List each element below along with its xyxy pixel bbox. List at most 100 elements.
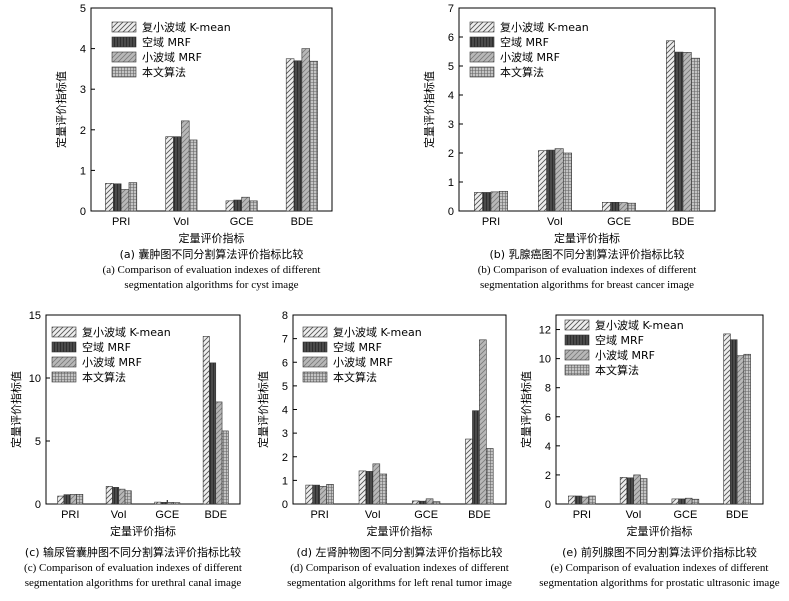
- bar-series-0: [165, 136, 174, 212]
- bar-series-2: [554, 148, 564, 212]
- legend-label: 复小波域 K-mean: [500, 20, 589, 34]
- bar-series-0: [411, 500, 420, 505]
- legend-swatch: [469, 21, 495, 33]
- y-tick-label: 4: [545, 441, 551, 453]
- y-tick-label: 8: [282, 310, 288, 322]
- bar-series-0: [619, 477, 628, 505]
- x-category-label: VoI: [626, 509, 642, 521]
- y-tick-label: 2: [282, 452, 288, 464]
- legend-label: 复小波域 K-mean: [333, 325, 422, 339]
- bar-series-2: [372, 463, 381, 505]
- legend-swatch: [469, 36, 495, 48]
- legend-swatch: [51, 341, 77, 353]
- y-tick-label: 2: [80, 125, 86, 137]
- y-tick-label: 1: [448, 177, 454, 189]
- y-tick-label: 1: [282, 475, 288, 487]
- bar-series-3: [128, 182, 138, 212]
- bar-series-3: [326, 484, 334, 505]
- bar-series-0: [568, 495, 576, 505]
- caption-english-line-1: (d) Comparison of evaluation indexes of …: [290, 562, 509, 574]
- legend-label: 复小波域 K-mean: [595, 318, 684, 332]
- bar-series-3: [499, 190, 508, 212]
- x-category-label: BDE: [468, 509, 491, 521]
- x-category-label: BDE: [291, 216, 314, 228]
- bar-series-2: [425, 498, 434, 505]
- x-category-label: GCE: [607, 216, 631, 228]
- bar-series-2: [736, 355, 745, 505]
- y-tick-label: 0: [80, 206, 86, 218]
- bar-series-3: [221, 430, 229, 505]
- legend-label: 小波域 MRF: [333, 356, 393, 369]
- bar-series-0: [474, 192, 483, 212]
- bar-series-3: [379, 473, 388, 505]
- bar-series-0: [285, 58, 295, 212]
- x-axis-title: 定量评价指标: [179, 231, 245, 245]
- bar-series-3: [640, 478, 648, 505]
- legend-label: 复小波域 K-mean: [142, 20, 231, 34]
- legend-swatch: [51, 356, 77, 368]
- bar-series-2: [301, 48, 311, 212]
- x-category-label: VoI: [365, 509, 381, 521]
- bar-series-1: [678, 498, 686, 505]
- bar-series-2: [581, 496, 589, 505]
- legend-label: 空域 MRF: [333, 340, 382, 354]
- caption-english-line-1: (c) Comparison of evaluation indexes of …: [24, 562, 242, 574]
- bar-series-3: [173, 502, 181, 505]
- bar-series-0: [202, 336, 210, 505]
- caption-english-line-2: segmentation algorithms for urethral can…: [25, 577, 242, 589]
- y-axis-title: 定量评价指标值: [54, 71, 68, 148]
- legend-swatch: [111, 36, 137, 48]
- caption-english-line-2: segmentation algorithms for breast cance…: [480, 279, 694, 291]
- x-category-label: PRI: [310, 509, 328, 521]
- x-category-label: PRI: [482, 216, 500, 228]
- y-tick-label: 5: [80, 3, 86, 15]
- bar-series-1: [160, 502, 168, 505]
- legend-swatch: [469, 51, 495, 63]
- caption-chinese: (b) 乳腺癌图不同分割算法评价指标比较: [489, 247, 684, 261]
- x-axis-title: 定量评价指标: [627, 524, 693, 538]
- x-category-label: PRI: [61, 509, 79, 521]
- x-category-label: GCE: [155, 509, 179, 521]
- legend-label: 本文算法: [82, 370, 126, 384]
- caption-english-line-2: segmentation algorithms for left renal t…: [287, 577, 512, 589]
- y-tick-label: 0: [35, 499, 41, 511]
- bar-series-2: [685, 497, 693, 505]
- legend-label: 本文算法: [333, 370, 377, 384]
- bar-series-2: [633, 474, 641, 505]
- bar-series-2: [215, 401, 223, 505]
- bar-series-1: [546, 149, 556, 212]
- legend-swatch: [51, 326, 77, 338]
- bar-series-2: [618, 202, 628, 212]
- bar-series-3: [76, 493, 84, 505]
- x-category-label: GCE: [230, 216, 254, 228]
- y-tick-label: 6: [448, 32, 454, 44]
- bar-series-0: [666, 40, 675, 212]
- legend-swatch: [51, 371, 77, 383]
- bar-series-3: [691, 498, 700, 505]
- bar-series-2: [120, 189, 130, 212]
- y-axis-title: 定量评价指标值: [422, 71, 436, 148]
- legend-swatch: [469, 66, 495, 78]
- bar-series-1: [112, 183, 122, 212]
- y-tick-label: 3: [282, 428, 288, 440]
- y-tick-label: 4: [282, 405, 288, 417]
- chart-panel: 0 5 10 15 定量评价指标值 PRI VoI GCE BDE 定量评价指标 复小波域 K-me…: [9, 310, 242, 589]
- y-axis-title: 定量评价指标值: [256, 371, 270, 448]
- bar-series-1: [173, 136, 182, 212]
- bar-series-2: [118, 488, 126, 505]
- caption-english-line-2: segmentation algorithms for prostatic ul…: [539, 577, 780, 589]
- caption-english-line-1: (b) Comparison of evaluation indexes of …: [478, 264, 697, 276]
- caption-chinese: (c) 输尿管囊肿图不同分割算法评价指标比较: [25, 545, 241, 559]
- y-tick-label: 3: [448, 119, 454, 131]
- legend-swatch: [302, 371, 328, 383]
- y-tick-label: 5: [448, 61, 454, 73]
- x-category-label: VoI: [111, 509, 127, 521]
- legend-swatch: [302, 356, 328, 368]
- legend-swatch: [564, 364, 590, 376]
- legend-label: 空域 MRF: [500, 35, 549, 49]
- bar-series-0: [225, 200, 235, 212]
- legend-label: 小波域 MRF: [500, 51, 560, 64]
- y-tick-label: 8: [545, 383, 551, 395]
- bar-series-0: [723, 333, 731, 505]
- caption-english-line-1: (a) Comparison of evaluation indexes of …: [103, 264, 321, 276]
